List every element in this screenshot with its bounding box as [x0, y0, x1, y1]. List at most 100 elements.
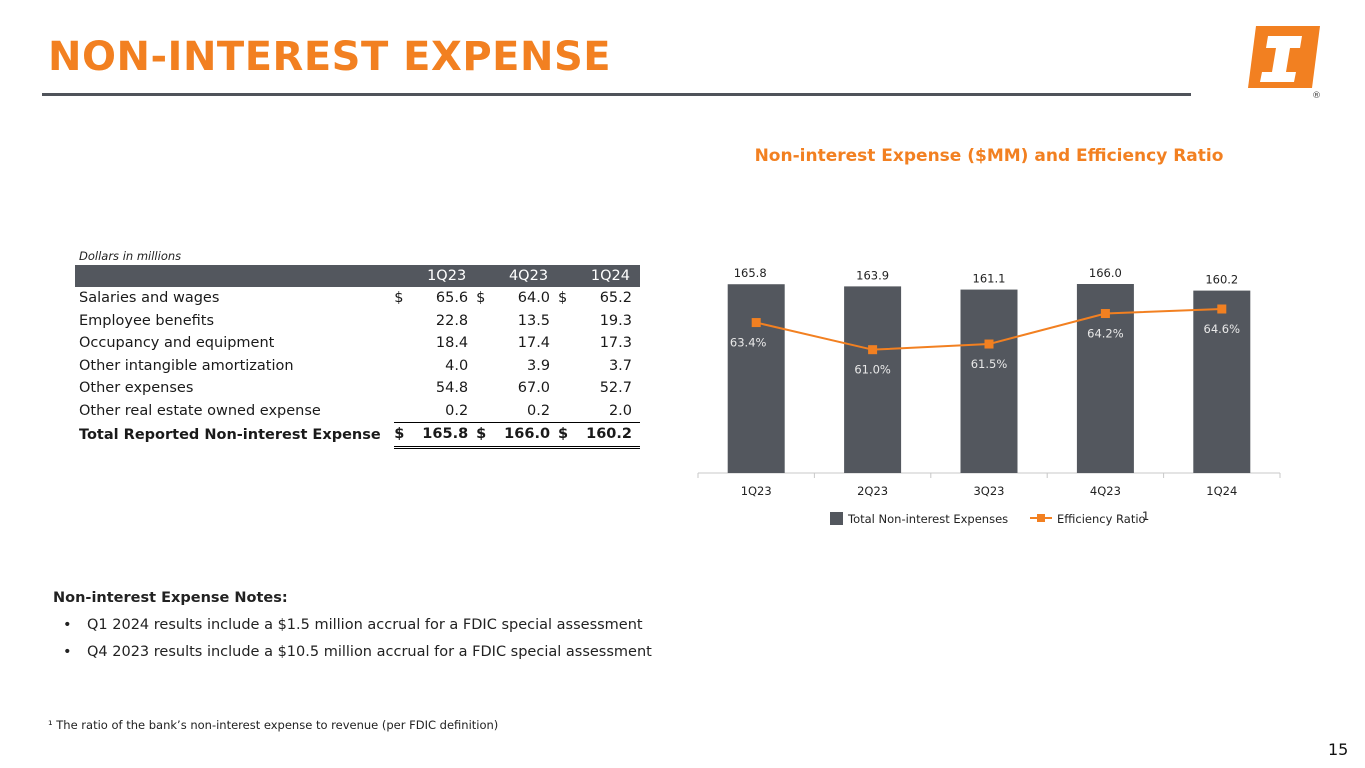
cell-value: 17.4 [517, 335, 551, 351]
row-label: Other real estate owned expense [79, 402, 321, 419]
bar-value-label: 166.0 [1089, 266, 1122, 280]
cell-value: 67.0 [517, 380, 551, 396]
line-value-label: 61.0% [854, 363, 891, 377]
page-number: 15 [1328, 740, 1349, 759]
company-logo: ® [1248, 26, 1321, 100]
legend-bar-swatch [830, 512, 843, 525]
currency-symbol [558, 355, 579, 378]
row-label: Other intangible amortization [79, 357, 294, 374]
cell-value: 4.0 [445, 357, 469, 374]
table-row: Other real estate owned expense 0.2 0.2 2.0 [75, 399, 640, 423]
currency-symbol [394, 399, 416, 423]
table-row: Employee benefits 22.8 13.5 19.3 [75, 310, 640, 333]
logo-letter [1260, 36, 1302, 82]
x-tick-label: 3Q23 [973, 484, 1004, 498]
line-value-label: 64.6% [1204, 322, 1241, 336]
cell-value: 166.0 [496, 422, 559, 449]
line-value-label: 63.4% [730, 336, 767, 350]
table-total-row: Total Reported Non-interest Expense $165.… [75, 422, 640, 449]
col-header: 4Q23 [508, 268, 549, 284]
cell-value: 65.6 [435, 290, 469, 306]
bar-value-label: 165.8 [734, 266, 767, 280]
title-divider [42, 93, 1191, 96]
page-title: NON-INTEREST EXPENSE [48, 34, 612, 80]
bar [1193, 290, 1251, 473]
currency-symbol [558, 332, 579, 355]
row-label: Other expenses [79, 380, 194, 396]
x-tick-label: 4Q23 [1090, 484, 1121, 498]
table-row: Salaries and wages $65.6 $64.0 $65.2 [75, 287, 640, 310]
line-value-label: 61.5% [971, 357, 1008, 371]
expense-table: Dollars in millions 1Q23 4Q23 1Q24 Salar… [75, 248, 640, 449]
cell-value: 13.5 [517, 312, 551, 329]
cell-value: 3.9 [526, 357, 551, 374]
currency-symbol [476, 399, 497, 423]
cell-value: 64.0 [517, 290, 551, 306]
col-header: 1Q24 [590, 268, 630, 284]
x-tick-label: 1Q23 [741, 484, 772, 498]
bar-value-label: 160.2 [1205, 273, 1238, 287]
bar [960, 289, 1018, 473]
currency-symbol [394, 332, 415, 355]
units-note: Dollars in millions [79, 249, 182, 263]
bar-value-label: 163.9 [856, 268, 889, 282]
table-row: Occupancy and equipment 18.4 17.4 17.3 [75, 332, 640, 355]
note-item: • Q4 2023 results include a $10.5 million… [63, 644, 652, 660]
legend-label: Efficiency Ratio [1057, 512, 1146, 526]
currency-symbol [558, 399, 579, 423]
table-row: Other expenses 54.8 67.0 52.7 [75, 377, 640, 400]
cell-value: 2.0 [578, 399, 640, 423]
cell-value: 22.8 [435, 312, 469, 329]
currency-symbol [476, 377, 497, 400]
col-header: 1Q23 [427, 268, 467, 284]
currency-symbol: $ [476, 290, 486, 306]
row-label: Salaries and wages [79, 290, 220, 306]
currency-symbol: $ [476, 422, 497, 449]
notes-section: Non-interest Expense Notes: • Q1 2024 res… [53, 590, 652, 670]
line-marker [984, 339, 994, 349]
cell-value: 3.7 [608, 357, 632, 374]
line-marker [751, 318, 761, 328]
legend-line-marker [1037, 514, 1045, 522]
notes-heading: Non-interest Expense Notes: [53, 590, 288, 606]
x-tick-label: 1Q24 [1206, 484, 1237, 498]
legend-footnote-marker: 1 [1142, 509, 1149, 523]
line-marker [1217, 304, 1227, 314]
currency-symbol [394, 355, 415, 378]
currency-symbol: $ [394, 422, 416, 449]
cell-value: 52.7 [599, 380, 632, 396]
row-label: Occupancy and equipment [79, 335, 275, 351]
currency-symbol: $ [558, 290, 568, 306]
currency-symbol [394, 310, 415, 333]
legend-label: Total Non-interest Expenses [847, 512, 1008, 526]
currency-symbol: $ [394, 290, 404, 306]
cell-value: 54.8 [435, 380, 469, 396]
cell-value: 160.2 [578, 422, 640, 449]
expense-chart: 165.8 1Q23 163.9 2Q23 161.1 3Q23 166.0 4Q23 160.… [697, 266, 1281, 526]
bar [844, 286, 902, 473]
line-marker [1100, 309, 1110, 319]
line-value-label: 64.2% [1087, 327, 1124, 341]
row-label: Total Reported Non-interest Expense [79, 426, 381, 443]
note-item: • Q1 2024 results include a $1.5 million … [63, 617, 643, 633]
cell-value: 0.2 [496, 399, 559, 423]
chart-title: Non-interest Expense ($MM) and Efficienc… [754, 146, 1224, 166]
line-marker [868, 345, 878, 355]
x-tick-label: 2Q23 [857, 484, 888, 498]
footnote: ¹ The ratio of the bank’s non-interest e… [48, 718, 499, 732]
currency-symbol [394, 377, 415, 400]
cell-value: 19.3 [599, 312, 632, 329]
cell-value: 165.8 [415, 422, 477, 449]
currency-symbol [558, 377, 579, 400]
currency-symbol [476, 355, 497, 378]
table-header-row: 1Q23 4Q23 1Q24 [75, 265, 640, 287]
cell-value: 17.3 [599, 335, 632, 351]
bar-value-label: 161.1 [973, 272, 1006, 286]
currency-symbol [476, 310, 497, 333]
cell-value: 0.2 [415, 399, 477, 423]
cell-value: 18.4 [435, 335, 469, 351]
row-label: Employee benefits [79, 312, 215, 329]
currency-symbol: $ [558, 422, 579, 449]
table-row: Other intangible amortization 4.0 3.9 3.7 [75, 355, 640, 378]
currency-symbol [476, 332, 497, 355]
